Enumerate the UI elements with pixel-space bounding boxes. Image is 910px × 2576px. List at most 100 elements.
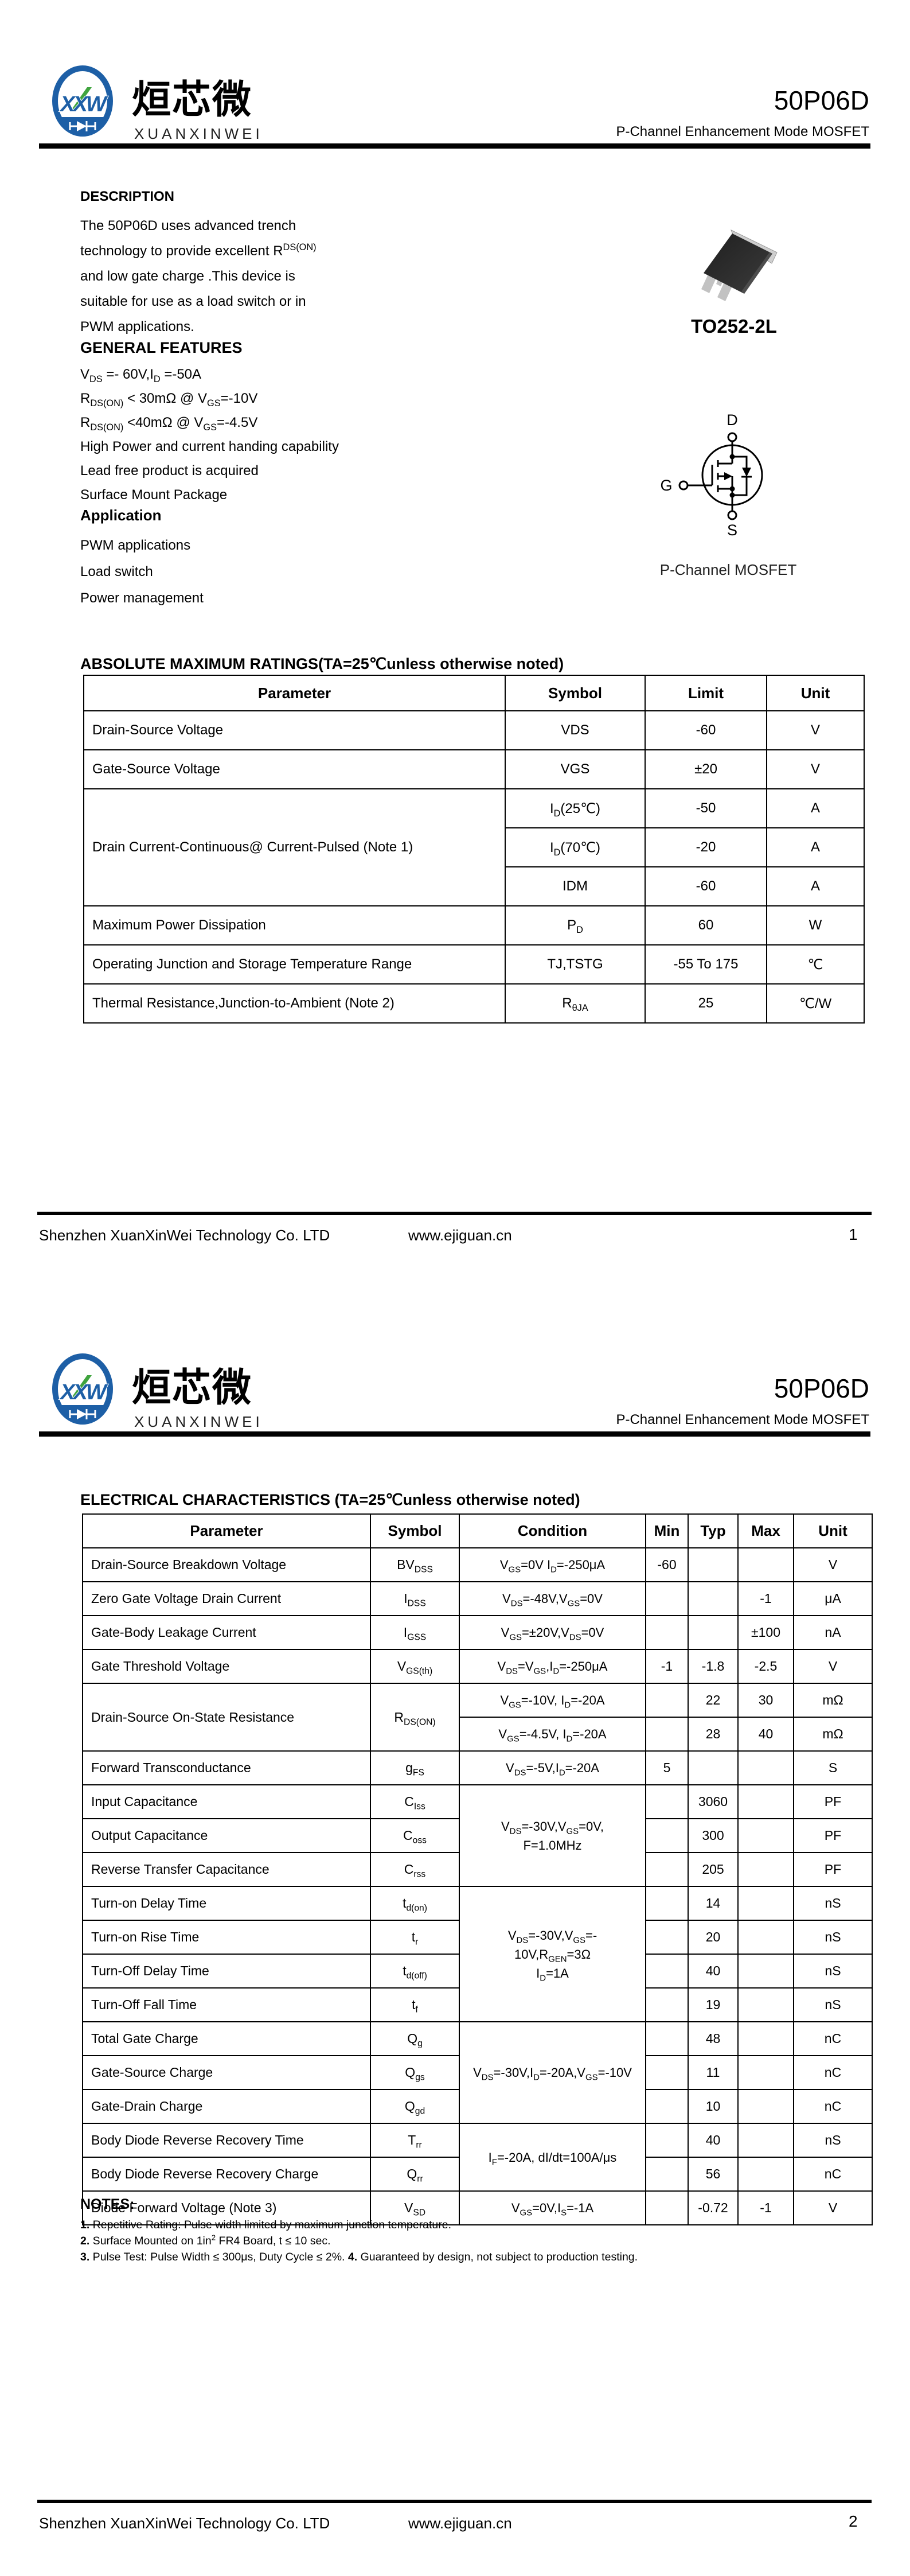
text-line: Power management xyxy=(80,590,204,606)
amr-cell-limit: -20 xyxy=(645,827,767,867)
table-row: IDM -60 A xyxy=(84,866,865,906)
ec-cell-min xyxy=(645,1852,689,1887)
ec-cell-typ: 14 xyxy=(688,1886,739,1921)
ec-cell-typ: 300 xyxy=(688,1818,739,1853)
ec-cell-condition: VDS=-30V,ID=-20A,VGS=-10V xyxy=(459,2021,646,2124)
ec-column-header: Unit xyxy=(793,1513,873,1548)
amr-cell-symbol: RθJA xyxy=(505,983,646,1024)
table-row: Body Diode Reverse Recovery Time Trr IF=-2… xyxy=(82,2123,873,2192)
ec-cell-condition: VDS=-5V,ID=-20A xyxy=(459,1750,646,1785)
ec-cell-max xyxy=(737,1750,794,1785)
ec-column-header: Typ xyxy=(688,1513,739,1548)
ec-cell-unit: μA xyxy=(793,1581,873,1616)
amr-column-header: Limit xyxy=(645,675,767,711)
ec-cell-max: -2.5 xyxy=(737,1649,794,1684)
ec-header-row: Parameter Symbol Condition Min Typ Max Unit xyxy=(82,1513,873,1548)
description-title: DESCRIPTION xyxy=(80,189,175,204)
text-line: RDS(ON) <40mΩ @ VGS=-4.5V xyxy=(80,415,258,433)
ec-cell-typ: 48 xyxy=(688,2021,739,2056)
ec-column-header: Max xyxy=(737,1513,794,1548)
ec-cell-symbol: tr xyxy=(370,1920,460,1955)
table-row: Gate Threshold Voltage VGS(th) VDS=VGS,ID=… xyxy=(82,1649,873,1684)
ec-cell-min xyxy=(645,2190,689,2225)
pin-label-drain: D xyxy=(727,411,738,429)
brand-name-cn: 烜芯微 xyxy=(132,78,253,122)
ec-cell-condition: VDS=-30V,VGS=0V, F=1.0MHz xyxy=(459,1784,646,1887)
ec-cell-typ: 40 xyxy=(688,1954,739,1989)
amr-cell-parameter: Drain Current-Continuous@ Current-Pulsed… xyxy=(83,788,506,906)
footer-website: www.ejiguan.cn xyxy=(408,2515,512,2532)
brand-name-cn: 烜芯微 xyxy=(132,1366,253,1410)
ec-cell-symbol: VSD xyxy=(370,2190,460,2225)
table-row: VGS=-4.5V, ID=-20A 28 40 mΩ xyxy=(83,1717,873,1752)
text-line: 1. Repetitive Rating: Pulse width limite… xyxy=(80,2219,452,2231)
ec-cell-unit: nC xyxy=(793,2055,873,2090)
amr-cell-symbol: VGS xyxy=(505,749,646,789)
ec-cell-parameter: Gate-Body Leakage Current xyxy=(82,1615,371,1650)
ec-cell-parameter: Turn-Off Fall Time xyxy=(82,1987,371,2022)
ec-cell-parameter: Drain-Source On-State Resistance xyxy=(82,1683,371,1752)
ec-cell-condition: VGS=-10V, ID=-20A xyxy=(459,1683,646,1718)
doc-subtitle: P-Channel Enhancement Mode MOSFET xyxy=(616,124,869,139)
ec-cell-max xyxy=(737,1784,794,1819)
electrical-characteristics-title: ELECTRICAL CHARACTERISTICS (TA=25℃unless… xyxy=(80,1491,580,1508)
ec-column-header: Condition xyxy=(459,1513,646,1548)
ec-cell-max xyxy=(737,1852,794,1887)
text-line: 3. Pulse Test: Pulse Width ≤ 300μs, Duty… xyxy=(80,2251,638,2263)
table-row: Output Capacitance Coss 300 PF xyxy=(82,1818,873,1853)
ec-cell-min: -60 xyxy=(645,1547,689,1582)
amr-cell-parameter: Operating Junction and Storage Temperatu… xyxy=(83,944,506,985)
ec-cell-parameter: Gate Threshold Voltage xyxy=(82,1649,371,1684)
ec-cell-typ xyxy=(688,1750,739,1785)
ec-cell-typ xyxy=(688,1581,739,1616)
ec-cell-min xyxy=(645,1954,689,1989)
ec-cell-unit: mΩ xyxy=(793,1717,873,1752)
text-line: suitable for use as a load switch or in xyxy=(80,294,306,309)
ec-cell-min xyxy=(645,2089,689,2124)
ec-cell-parameter: Total Gate Charge xyxy=(82,2021,371,2056)
amr-cell-symbol: VDS xyxy=(505,710,646,750)
amr-cell-unit: A xyxy=(766,866,865,906)
ec-cell-parameter: Body Diode Reverse Recovery Charge xyxy=(82,2157,371,2192)
amr-cell-unit: ℃ xyxy=(766,944,865,985)
ec-cell-symbol: RDS(ON) xyxy=(370,1683,460,1752)
table-row: Forward Transconductance gFS VDS=-5V,ID=-2… xyxy=(82,1750,873,1785)
ec-cell-symbol: BVDSS xyxy=(370,1547,460,1582)
ec-cell-typ: 3060 xyxy=(688,1784,739,1819)
ec-cell-unit: PF xyxy=(793,1818,873,1853)
ec-cell-symbol: Trr xyxy=(370,2123,460,2158)
table-row: Gate-Source Voltage VGS ±20 V xyxy=(83,749,865,789)
ec-cell-condition: VGS=±20V,VDS=0V xyxy=(459,1615,646,1650)
text-line: PWM applications xyxy=(80,538,191,553)
amr-cell-limit: -60 xyxy=(645,866,767,906)
pin-label-source: S xyxy=(727,522,737,539)
ec-cell-min xyxy=(645,2123,689,2158)
ec-cell-min xyxy=(645,1581,689,1616)
ec-cell-parameter: Output Capacitance xyxy=(82,1818,371,1853)
brand-name-en: XUANXINWEI xyxy=(134,125,263,142)
amr-cell-symbol: IDM xyxy=(505,866,646,906)
table-row: Gate-Drain Charge Qgd 10 nC xyxy=(82,2089,873,2124)
ec-cell-max xyxy=(737,1920,794,1955)
ec-cell-max xyxy=(737,1547,794,1582)
ec-cell-parameter: Gate-Drain Charge xyxy=(82,2089,371,2124)
ec-cell-min xyxy=(645,1920,689,1955)
brand-name-en: XUANXINWEI xyxy=(134,1413,263,1430)
table-row: Input Capacitance CIss VDS=-30V,VGS=0V, F=1… xyxy=(82,1784,873,1887)
ec-cell-parameter: Drain-Source Breakdown Voltage xyxy=(82,1547,371,1582)
ec-cell-unit: S xyxy=(793,1750,873,1785)
ec-cell-typ: 56 xyxy=(688,2157,739,2192)
pin-label-gate: G xyxy=(660,477,672,494)
table-row: Operating Junction and Storage Temperatu… xyxy=(83,944,865,985)
ec-cell-min xyxy=(645,2055,689,2090)
ec-cell-max: ±100 xyxy=(737,1615,794,1650)
table-row: ID(70℃) -20 A xyxy=(84,827,865,867)
amr-cell-symbol: ID(70℃) xyxy=(505,827,646,867)
ec-cell-typ: 11 xyxy=(688,2055,739,2090)
amr-cell-unit: V xyxy=(766,749,865,789)
abs-max-ratings-table: Parameter Symbol Limit Unit Drain-Source Vol… xyxy=(83,675,865,1024)
company-logo: XXW xyxy=(52,65,113,137)
ec-column-header: Parameter xyxy=(82,1513,371,1548)
header-rule xyxy=(39,143,870,149)
